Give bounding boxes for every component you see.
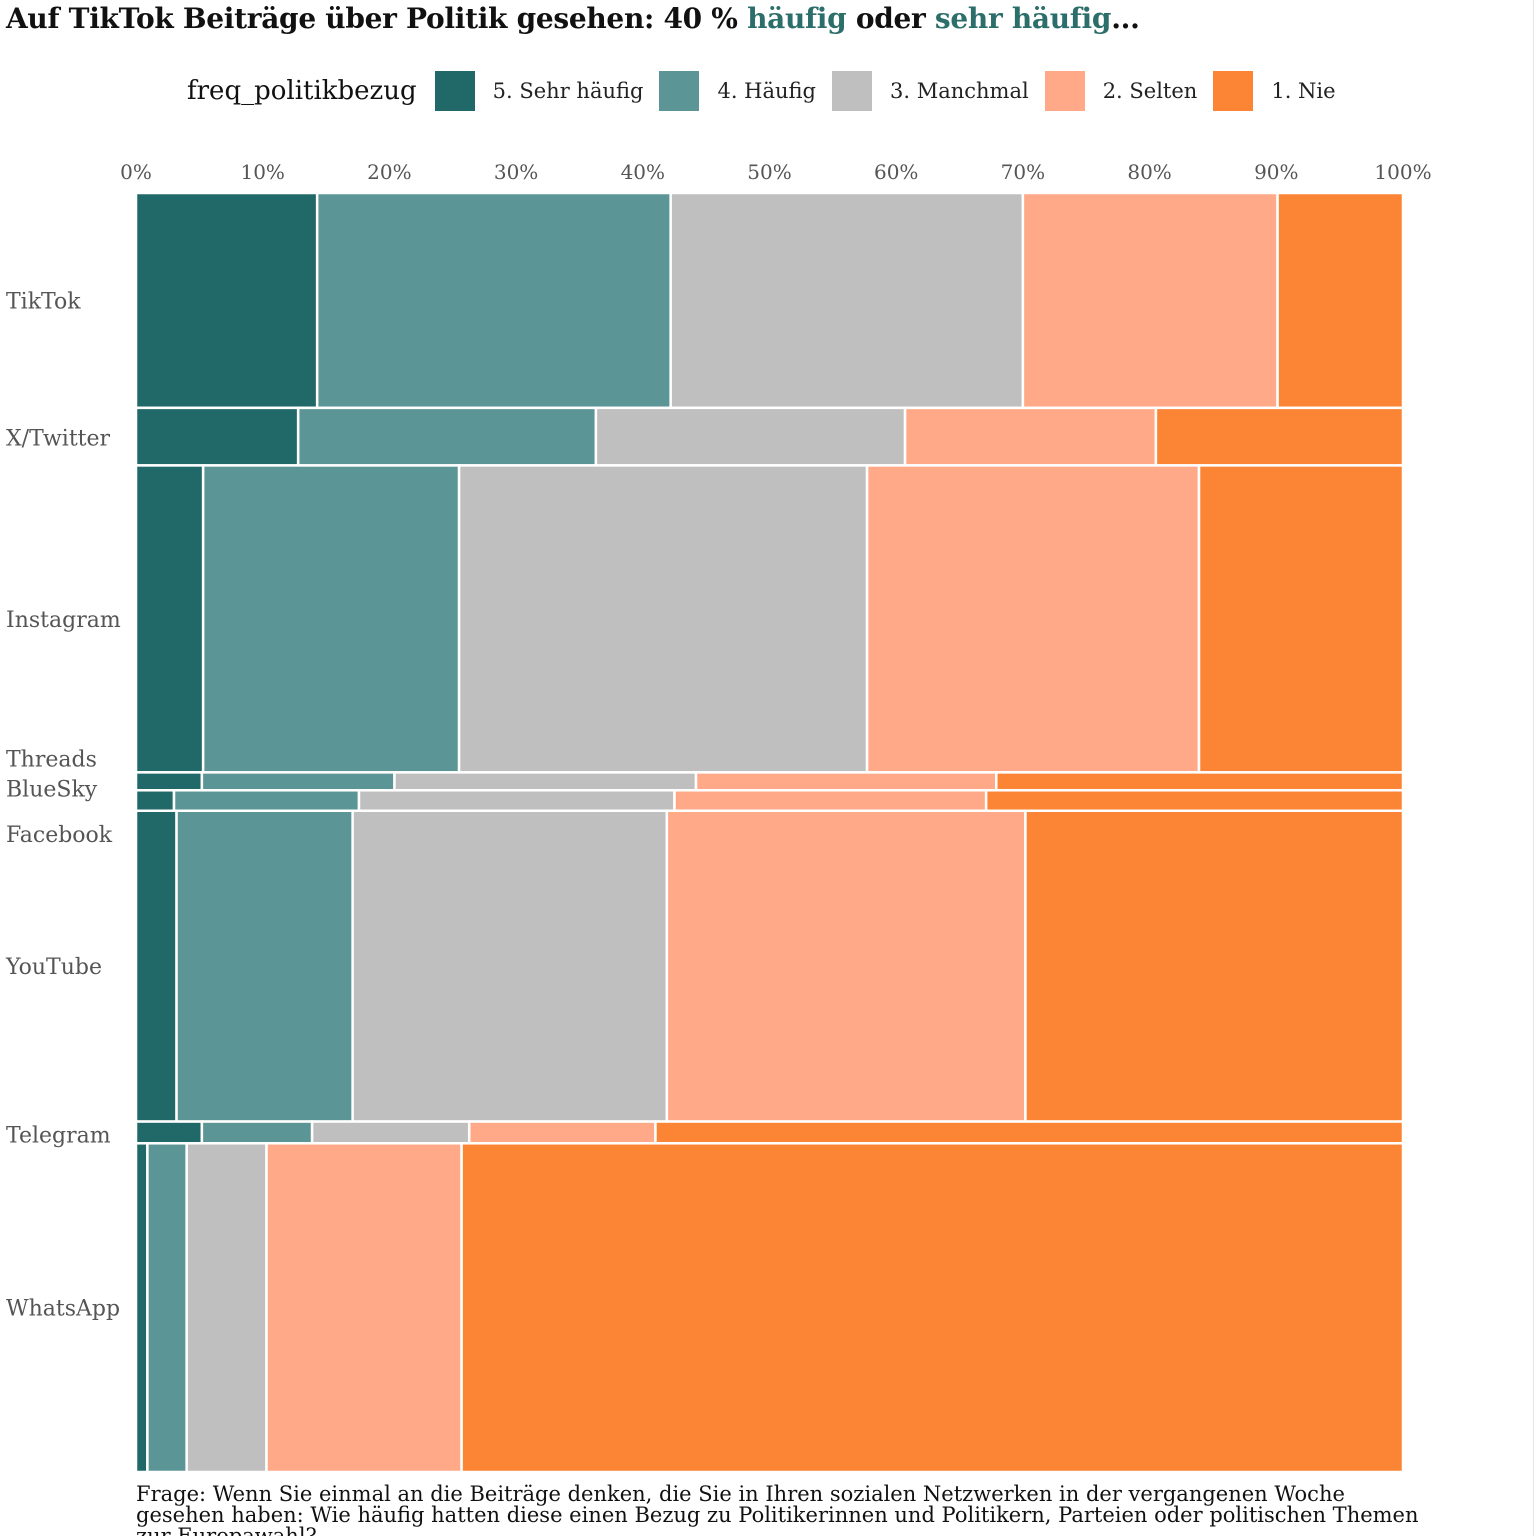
legend-items: 5. Sehr häufig 4. Häufig 3. Manchmal 2. Sel… [434,71,1352,111]
legend-title: freq_politikbezug [187,76,417,106]
legend-label: 1. Nie [1271,79,1336,103]
x-tick-label: 90% [1254,160,1298,184]
mosaic-tile [903,406,1158,467]
x-tick-label: 0% [120,160,152,184]
mosaic-tile [1024,809,1405,1123]
legend-swatch [434,71,475,111]
title-prefix: Auf TikTok Beiträge über Politik gesehen… [6,2,748,35]
x-tick-label: 30% [494,160,538,184]
mosaic-tile [865,464,1201,774]
mosaic-tile [1276,191,1405,410]
legend-label: 3. Manchmal [889,79,1029,103]
legend-item: 5. Sehr häufig [434,71,644,111]
mosaic-tile [594,406,907,467]
mosaic-tile [351,809,669,1123]
mosaic-tile [175,809,354,1123]
row-label: YouTube [5,955,102,980]
row-label: BlueSky [6,777,98,802]
mosaic-tile [185,1142,268,1474]
legend-swatch [1044,71,1085,111]
legend-label: 5. Sehr häufig [492,79,644,103]
mosaic-tile [310,1120,471,1145]
mosaic-tile [172,789,361,813]
mosaic-tile [134,809,178,1123]
legend-item: 2. Selten [1044,71,1198,111]
mosaic-tile [694,771,998,792]
mosaic-tile [467,1120,657,1145]
legend: freq_politikbezug 5. Sehr häufig 4. Häufi… [187,71,1352,111]
mosaic-tile [1197,464,1405,774]
mosaic-tile [146,1142,188,1474]
mosaic-tile [393,771,698,792]
mosaic-tile [201,464,461,774]
mosaic-tile [134,789,176,813]
title-suffix: ... [1111,2,1140,35]
row-label: Telegram [6,1123,111,1148]
x-tick-label: 20% [367,160,411,184]
title-highlight-sehr-haeufig: sehr häufig [934,2,1112,35]
legend-item: 1. Nie [1213,71,1336,111]
mosaic-tile [984,789,1405,813]
legend-swatch [659,71,700,111]
mosaic-tile [669,191,1025,410]
x-tick-label: 50% [747,160,791,184]
mosaic-tile [265,1142,463,1474]
legend-item: 3. Manchmal [831,71,1029,111]
x-tick-label: 70% [1001,160,1045,184]
title-highlight-haeufig: häufig [747,2,847,35]
row-label: TikTok [6,289,81,314]
mosaic-tile [357,789,676,813]
mosaic-tile [134,191,319,410]
x-tick-label: 100% [1374,160,1431,184]
legend-swatch [831,71,872,111]
mosaic-tile [457,464,869,774]
mosaic-tile [665,809,1027,1123]
mosaic-chart: 0% 10% 20% 30% 40% 50% 60% 70% 80% 90% 100% TikTok X… [5,160,1432,1474]
mosaic-tile [1021,191,1279,410]
footnote: Frage: Wenn Sie einmal an die Beiträge d… [136,1484,1419,1536]
title-middle: oder [846,2,935,35]
mosaic-tile [134,406,300,467]
legend-label: 2. Selten [1102,79,1198,103]
x-tick-label: 40% [621,160,665,184]
mosaic-tile [315,191,672,410]
mosaic-tile [200,1120,314,1145]
row-label: Facebook [6,823,113,848]
mosaic-tile [1154,406,1405,467]
mosaic-tile [460,1142,1405,1474]
mosaic-tile [134,464,205,774]
legend-item: 4. Häufig [659,71,816,111]
mosaic-tile [654,1120,1405,1145]
row-label: Instagram [6,608,121,633]
x-tick-label: 60% [874,160,918,184]
legend-label: 4. Häufig [717,79,816,103]
legend-swatch [1213,71,1254,111]
chart-title: Auf TikTok Beiträge über Politik gesehen… [6,2,1140,35]
mosaic-tile [134,1120,204,1145]
x-tick-label: 80% [1127,160,1171,184]
x-tick-label: 10% [240,160,284,184]
mosaic-tile [995,771,1405,792]
row-label: Threads [6,747,97,772]
mosaic-tile [200,771,396,792]
mosaic-tile [134,771,204,792]
mosaic-tile [296,406,598,467]
mosaic-tile [673,789,988,813]
row-label: X/Twitter [6,427,111,452]
row-label: WhatsApp [6,1297,120,1322]
mosaic-tile [134,1142,149,1474]
